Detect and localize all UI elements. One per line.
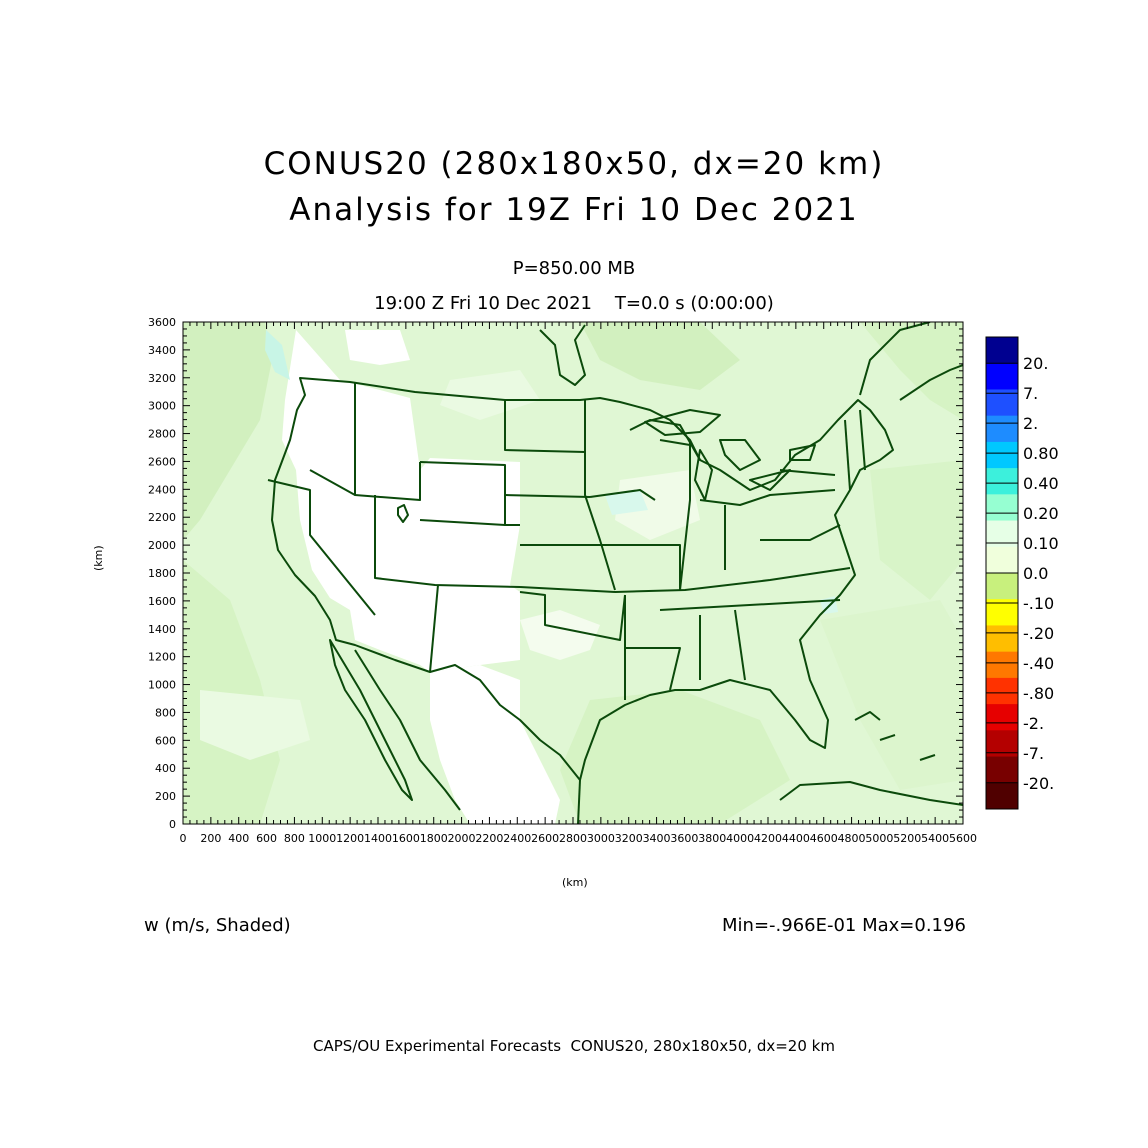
x-tick-label: 5200 [893,832,921,845]
colorbar-label: -2. [1023,714,1044,733]
colorbar-swatch [986,363,1018,390]
x-tick-label: 1000 [308,832,336,845]
title-line-1: CONUS20 (280x180x50, dx=20 km) [263,146,885,182]
y-tick-label: 800 [155,706,176,719]
colorbar-label: 20. [1023,354,1048,373]
colorbar-label: 0.40 [1023,474,1059,493]
y-tick-label: 200 [155,790,176,803]
y-tick-label: 2400 [148,483,176,496]
x-tick-label: 600 [256,832,277,845]
x-tick-label: 3400 [643,832,671,845]
y-tick-label: 1000 [148,679,176,692]
y-tick-label: 2600 [148,455,176,468]
colorbar-label: 0.0 [1023,564,1048,583]
x-tick-labels: 0 200 400 600 800 1000 1200 1400 1600 1800 2000 220… [180,832,978,845]
x-tick-label: 5000 [865,832,893,845]
colorbar-label: 2. [1023,414,1038,433]
y-tick-label: 1800 [148,567,176,580]
y-tick-labels: 0 200 400 600 800 1000 1200 1400 1600 1800 2000 220… [148,316,176,831]
colorbar-swatch [986,704,1018,731]
y-tick-label: 600 [155,734,176,747]
colorbar-swatch [986,782,1018,810]
y-tick-label: 1200 [148,651,176,664]
colorbar-swatch [986,546,1018,574]
colorbar-swatch [986,468,1018,495]
y-tick-label: 3400 [148,344,176,357]
x-tick-label: 4400 [782,832,810,845]
colorbar-label: -.20 [1023,624,1054,643]
x-tick-label: 4800 [838,832,866,845]
valid-time: 19:00 Z Fri 10 Dec 2021 T=0.0 s (0:00:00… [374,293,774,314]
x-tick-label: 1200 [336,832,364,845]
x-tick-label: 2400 [503,832,531,845]
x-tick-label: 1800 [420,832,448,845]
y-tick-label: 3600 [148,316,176,329]
x-tick-label: 3000 [587,832,615,845]
colorbar-label: 0.10 [1023,534,1059,553]
y-tick-label: 2000 [148,539,176,552]
x-tick-label: 5400 [921,832,949,845]
x-tick-label: 2000 [448,832,476,845]
min-max-readout: Min=-.966E-01 Max=0.196 [722,915,966,936]
x-tick-label: 4600 [810,832,838,845]
x-tick-label: 800 [284,832,305,845]
x-tick-label: 4200 [754,832,782,845]
title-line-2: Analysis for 19Z Fri 10 Dec 2021 [289,192,859,228]
colorbar-swatch [986,494,1018,522]
colorbar-label: -.80 [1023,684,1054,703]
x-tick-label: 3600 [670,832,698,845]
colorbar-swatch [986,756,1018,784]
x-tick-label: 2200 [475,832,503,845]
x-tick-label: 2800 [559,832,587,845]
colorbar-swatch [986,337,1018,364]
x-tick-label: 5600 [949,832,977,845]
colorbar-swatch [986,677,1018,705]
colorbar-swatch [986,625,1018,653]
colorbar-label: 7. [1023,384,1038,403]
colorbar-swatch [986,441,1018,469]
x-tick-label: 3200 [615,832,643,845]
colorbar-label: 0.80 [1023,444,1059,463]
pressure-level: P=850.00 MB [512,258,636,279]
x-tick-label: 4000 [726,832,754,845]
state-boundaries [267,322,963,824]
y-tick-label: 3200 [148,372,176,385]
colorbar-label: 0.20 [1023,504,1059,523]
x-tick-label: 1600 [392,832,420,845]
x-tick-label: 0 [180,832,187,845]
colorbar-swatch [986,573,1018,600]
y-tick-label: 400 [155,762,176,775]
colorbar-swatch [986,415,1018,443]
y-tick-label: 0 [169,818,176,831]
x-tick-label: 200 [200,832,221,845]
footer-credit: CAPS/OU Experimental Forecasts CONUS20, … [313,1037,835,1055]
y-tick-label: 1600 [148,595,176,608]
colorbar: 20. 7. 2. 0.80 0.40 0.20 0.10 0.0 -.10 -.20 -.40 -.… [985,336,1059,810]
x-tick-label: 2600 [531,832,559,845]
x-tick-label: 3800 [698,832,726,845]
colorbar-label: -.10 [1023,594,1054,613]
colorbar-swatch [986,599,1018,626]
axis-ticks [182,321,964,825]
colorbar-swatch [986,389,1018,417]
colorbar-swatch [986,651,1018,679]
field-description: w (m/s, Shaded) [144,915,291,936]
shaded-field [183,322,963,824]
y-tick-label: 3000 [148,400,176,413]
colorbar-label: -20. [1023,774,1054,793]
x-tick-label: 1400 [364,832,392,845]
colorbar-label: -.40 [1023,654,1054,673]
y-tick-label: 2200 [148,511,176,524]
x-axis-label: (km) [562,876,588,889]
x-tick-label: 400 [228,832,249,845]
colorbar-label: -7. [1023,744,1044,763]
y-tick-label: 1400 [148,623,176,636]
y-tick-label: 2800 [148,428,176,441]
